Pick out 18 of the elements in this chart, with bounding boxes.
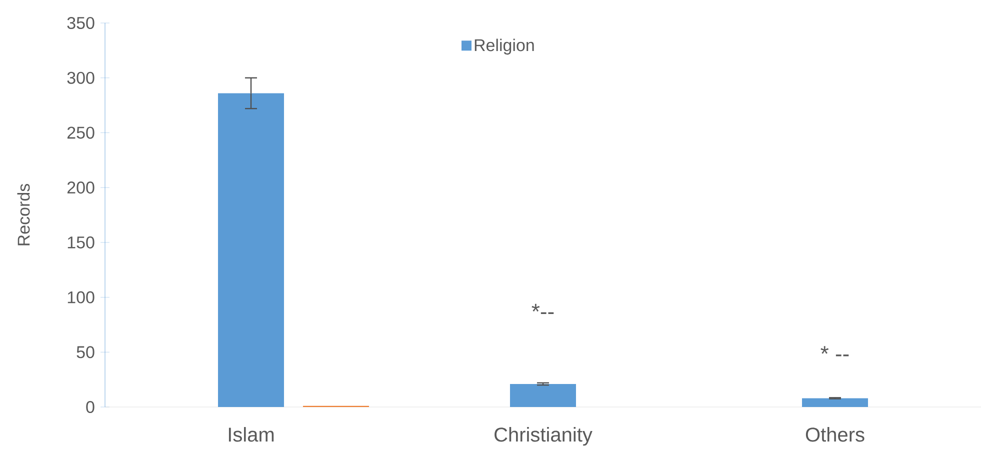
- x-tick-label: Others: [806, 427, 864, 442]
- bar: [218, 93, 284, 407]
- x-tick-label: Christianity: [494, 427, 592, 446]
- annotation: * --: [820, 346, 849, 356]
- legend-label: Religion: [474, 38, 534, 55]
- y-tick-label: 250: [67, 126, 94, 139]
- annotation: *--: [532, 304, 554, 314]
- y-tick-label: 200: [67, 182, 94, 194]
- y-axis-title: Records: [17, 184, 30, 246]
- bar: [510, 384, 576, 407]
- y-tick-label: 150: [68, 236, 94, 248]
- x-tick-label: Islam: [228, 427, 274, 442]
- y-tick-label: 300: [67, 72, 94, 84]
- y-tick-label: 350: [67, 16, 94, 30]
- y-tick-label: 0: [86, 400, 94, 414]
- y-tick-label: 50: [76, 346, 94, 358]
- y-tick-label: 100: [68, 291, 94, 304]
- bar: [802, 398, 868, 407]
